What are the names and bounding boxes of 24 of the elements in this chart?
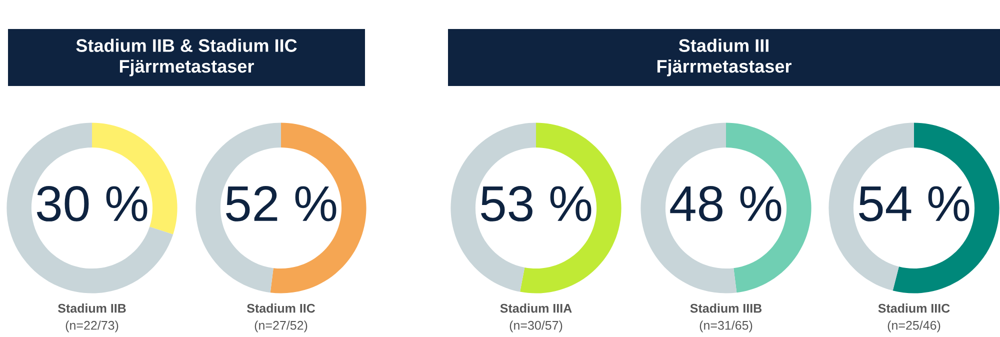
donut-slice: [6, 122, 174, 294]
donut-slice: [828, 122, 914, 291]
data-label: 30 %: [36, 186, 148, 222]
donut-slice: [92, 122, 178, 234]
data-label: 53 %: [481, 186, 592, 222]
data-label: 48 %: [670, 186, 782, 222]
text: Stadium IIIA: [500, 304, 572, 313]
donut-slice: [196, 122, 281, 293]
donut-slice: [726, 122, 812, 293]
text: Stadium IIB: [58, 304, 126, 313]
donut-slice: [640, 122, 737, 294]
text: (n=25/46): [888, 320, 940, 332]
text: (n=30/57): [510, 320, 562, 332]
text: Stadium IIIB: [690, 304, 762, 313]
text: Stadium IIIC: [878, 304, 950, 313]
text: Stadium IIC: [246, 304, 316, 313]
chart-title: Stadium IIB & Stadium IIC Fjärrmetastaser: [76, 38, 297, 76]
text: (n=31/65): [700, 320, 752, 332]
data-label: 52 %: [226, 186, 336, 222]
chart-title: Stadium III Fjärrmetastaser: [657, 38, 792, 76]
text: (n=22/73): [66, 320, 118, 332]
data-label: 54 %: [859, 186, 970, 222]
donut-slice: [450, 122, 536, 292]
text: (n=27/52): [254, 320, 308, 332]
